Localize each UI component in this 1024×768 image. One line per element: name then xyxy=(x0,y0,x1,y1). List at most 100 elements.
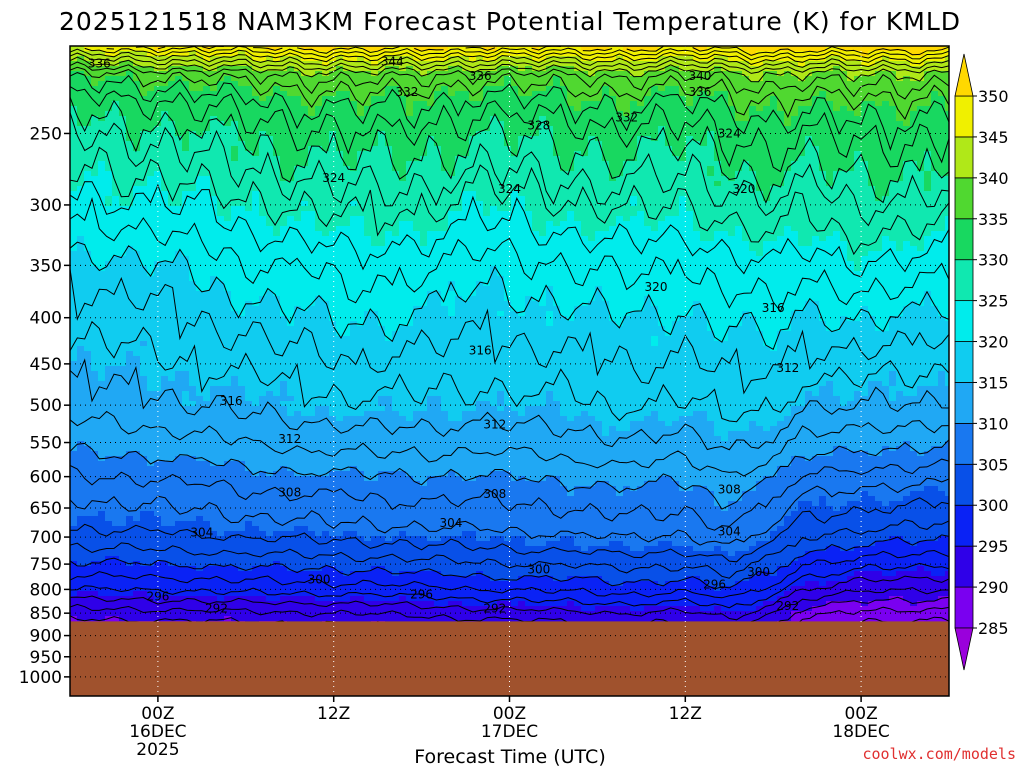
field-cell xyxy=(175,301,183,307)
field-cell xyxy=(140,396,148,402)
field-cell xyxy=(154,306,162,312)
field-cell xyxy=(126,51,134,57)
field-cell xyxy=(224,221,232,227)
field-cell xyxy=(147,336,155,342)
field-cell xyxy=(168,81,176,87)
field-cell xyxy=(301,491,309,497)
field-cell xyxy=(147,56,155,62)
field-cell xyxy=(329,116,337,122)
field-cell xyxy=(196,511,204,517)
field-cell xyxy=(203,246,211,252)
field-cell xyxy=(154,521,162,527)
field-cell xyxy=(154,101,162,107)
field-cell xyxy=(203,606,211,612)
field-cell xyxy=(203,186,211,192)
field-cell xyxy=(273,46,281,52)
field-cell xyxy=(224,231,232,237)
field-cell xyxy=(77,456,85,462)
field-cell xyxy=(91,556,99,562)
field-cell xyxy=(196,436,204,442)
field-cell xyxy=(77,216,85,222)
field-cell xyxy=(203,551,211,557)
field-cell xyxy=(77,511,85,517)
field-cell xyxy=(238,316,246,322)
field-cell xyxy=(133,321,141,327)
field-cell xyxy=(126,146,134,152)
field-cell xyxy=(84,561,92,567)
field-cell xyxy=(259,256,267,262)
field-cell xyxy=(231,236,239,242)
field-cell xyxy=(287,491,295,497)
field-cell xyxy=(112,306,120,312)
field-cell xyxy=(84,521,92,527)
field-cell xyxy=(168,466,176,472)
field-cell xyxy=(168,491,176,497)
field-cell xyxy=(294,476,302,482)
field-cell xyxy=(259,111,267,117)
field-cell xyxy=(147,181,155,187)
field-cell xyxy=(147,106,155,112)
field-cell xyxy=(189,341,197,347)
field-cell xyxy=(252,116,260,122)
field-cell xyxy=(273,311,281,317)
field-cell xyxy=(294,56,302,62)
field-cell xyxy=(182,136,190,142)
field-cell xyxy=(126,236,134,242)
field-cell xyxy=(133,186,141,192)
field-cell xyxy=(301,156,309,162)
field-cell xyxy=(210,196,218,202)
field-cell xyxy=(287,106,295,112)
field-cell xyxy=(217,166,225,172)
field-cell xyxy=(70,591,78,597)
field-cell xyxy=(287,481,295,487)
field-cell xyxy=(105,376,113,382)
field-cell xyxy=(189,516,197,522)
field-cell xyxy=(224,516,232,522)
field-cell xyxy=(273,276,281,282)
field-cell xyxy=(322,501,330,507)
field-cell xyxy=(175,386,183,392)
field-cell xyxy=(161,361,169,367)
field-cell xyxy=(168,426,176,432)
field-cell xyxy=(98,271,106,277)
field-cell xyxy=(175,586,183,592)
field-cell xyxy=(168,291,176,297)
field-cell xyxy=(154,181,162,187)
field-cell xyxy=(245,416,253,422)
field-cell xyxy=(98,191,106,197)
field-cell xyxy=(189,551,197,557)
field-cell xyxy=(245,96,253,102)
field-cell xyxy=(217,276,225,282)
field-cell xyxy=(301,186,309,192)
field-cell xyxy=(322,606,330,612)
field-cell xyxy=(280,206,288,212)
field-cell xyxy=(126,56,134,62)
field-cell xyxy=(147,401,155,407)
field-cell xyxy=(336,291,344,297)
field-cell xyxy=(280,151,288,157)
field-cell xyxy=(77,556,85,562)
field-cell xyxy=(224,246,232,252)
field-cell xyxy=(280,196,288,202)
field-cell xyxy=(308,321,316,327)
field-cell xyxy=(203,431,211,437)
field-cell xyxy=(224,206,232,212)
field-cell xyxy=(168,121,176,127)
field-cell xyxy=(238,146,246,152)
field-cell xyxy=(322,481,330,487)
field-cell xyxy=(189,476,197,482)
field-cell xyxy=(98,591,106,597)
field-cell xyxy=(245,176,253,182)
field-cell xyxy=(91,181,99,187)
field-cell xyxy=(266,291,274,297)
field-cell xyxy=(280,201,288,207)
field-cell xyxy=(154,246,162,252)
field-cell xyxy=(126,176,134,182)
field-cell xyxy=(245,456,253,462)
field-cell xyxy=(329,516,337,522)
field-cell xyxy=(203,546,211,552)
field-cell xyxy=(182,476,190,482)
field-cell xyxy=(252,406,260,412)
field-cell xyxy=(301,521,309,527)
field-cell xyxy=(273,66,281,72)
